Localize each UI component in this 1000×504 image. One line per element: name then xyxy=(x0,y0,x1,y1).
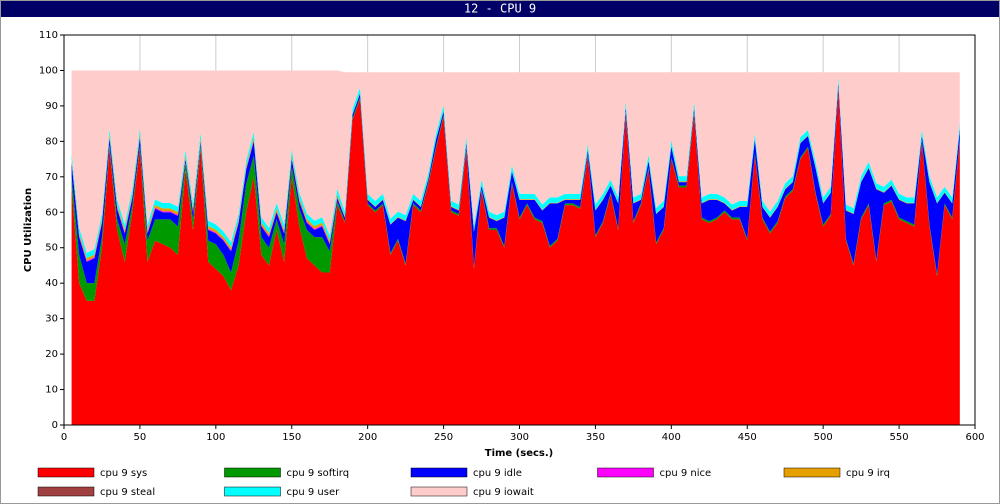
x-tick-label: 200 xyxy=(358,432,377,443)
y-tick-label: 100 xyxy=(39,65,58,76)
title-bar xyxy=(1,1,999,17)
legend-label: cpu 9 sys xyxy=(100,468,147,479)
area xyxy=(71,70,960,253)
legend-swatch xyxy=(410,467,468,478)
y-axis-label: CPU Utilization xyxy=(23,188,34,272)
legend-label: cpu 9 steal xyxy=(100,487,155,498)
legend-swatch xyxy=(224,486,281,497)
legend-swatch xyxy=(37,486,95,497)
y-tick-label: 50 xyxy=(45,243,58,254)
legend-swatch xyxy=(224,467,281,478)
y-tick-label: 70 xyxy=(45,172,58,183)
x-tick-label: 50 xyxy=(134,432,147,443)
x-tick-label: 350 xyxy=(586,432,605,443)
area xyxy=(71,88,960,425)
y-tick-label: 40 xyxy=(45,278,58,289)
x-tick-label: 600 xyxy=(965,432,984,443)
y-tick-label: 80 xyxy=(45,136,58,147)
y-tick-label: 60 xyxy=(45,207,58,218)
area xyxy=(71,86,960,301)
x-tick-label: 0 xyxy=(61,432,67,443)
legend-swatch xyxy=(783,467,841,478)
x-axis-label: Time (secs.) xyxy=(485,448,554,459)
chart-title: 12 - CPU 9 xyxy=(464,2,536,16)
legend-label: cpu 9 nice xyxy=(660,468,712,479)
y-tick-label: 110 xyxy=(39,30,58,41)
legend-label: cpu 9 user xyxy=(287,487,341,498)
legend-label: cpu 9 idle xyxy=(473,468,522,479)
x-tick-label: 450 xyxy=(738,432,757,443)
y-tick-label: 0 xyxy=(52,420,58,431)
legend-swatch xyxy=(410,486,468,497)
y-tick-label: 30 xyxy=(45,314,58,325)
x-tick-label: 100 xyxy=(206,432,225,443)
legend-label: cpu 9 softirq xyxy=(287,468,350,479)
x-tick-label: 500 xyxy=(814,432,833,443)
legend-label: cpu 9 irq xyxy=(846,468,890,479)
y-tick-label: 20 xyxy=(45,349,58,360)
x-tick-label: 400 xyxy=(662,432,681,443)
x-tick-label: 150 xyxy=(282,432,301,443)
y-tick-label: 10 xyxy=(45,385,58,396)
x-tick-label: 550 xyxy=(890,432,909,443)
x-tick-label: 250 xyxy=(434,432,453,443)
legend-label: cpu 9 iowait xyxy=(473,487,534,498)
y-tick-label: 90 xyxy=(45,101,58,112)
legend-swatch xyxy=(597,467,654,478)
x-tick-label: 300 xyxy=(510,432,529,443)
legend-swatch xyxy=(37,467,95,478)
